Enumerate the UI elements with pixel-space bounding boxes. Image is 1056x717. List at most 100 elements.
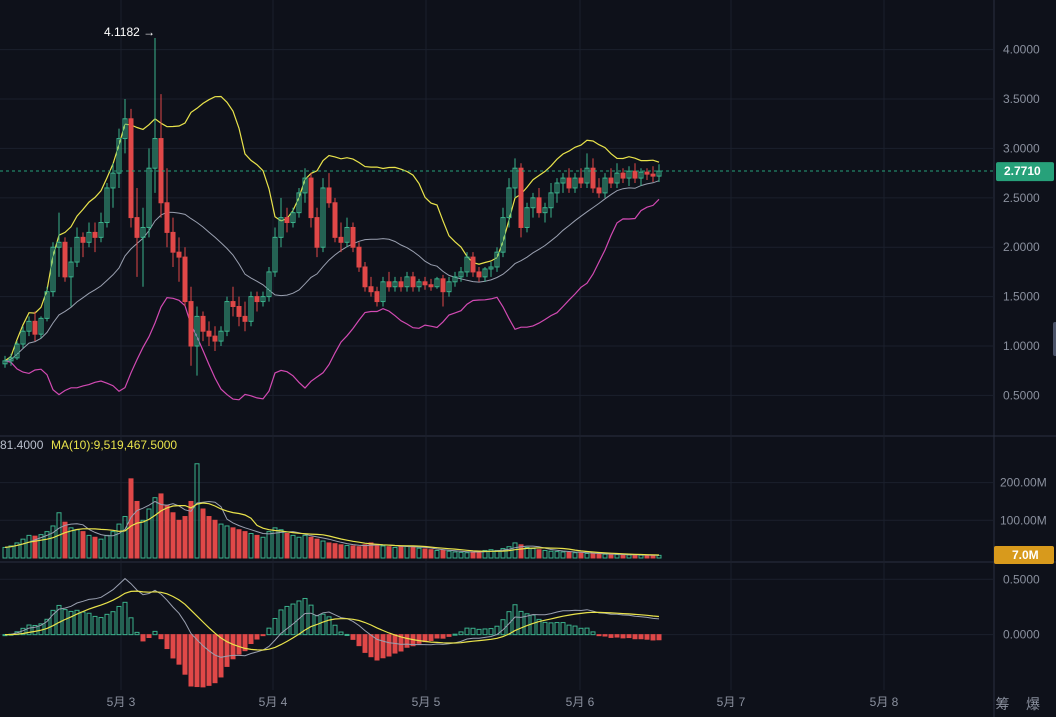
candle-body: [128, 118, 134, 219]
macd-histogram-bar: [542, 621, 548, 636]
candle-body: [446, 281, 452, 293]
macd-histogram-bar: [242, 634, 248, 652]
last-volume-tag: 7.0M: [994, 546, 1054, 564]
candle: [158, 94, 164, 218]
volume-bar: [284, 533, 290, 559]
candle-body: [2, 360, 8, 365]
candle: [476, 266, 482, 282]
candle-body: [284, 217, 290, 224]
macd-histogram-bar: [602, 634, 608, 637]
volume-bar: [440, 549, 446, 559]
macd-histogram-bar: [638, 634, 644, 640]
candle-body: [332, 202, 338, 238]
volume-panel: [2, 463, 662, 559]
price-tick-label: 1.5000: [1003, 290, 1040, 304]
macd-histogram-bar: [170, 634, 176, 659]
volume-tick-label: 100.00M: [1000, 513, 1047, 527]
candle-body: [206, 330, 212, 337]
candle-body: [14, 343, 20, 359]
candle: [188, 286, 194, 366]
volume-bar: [92, 536, 98, 559]
candle: [446, 276, 452, 297]
macd-panel: [2, 577, 662, 688]
candle-body: [518, 167, 524, 228]
macd-histogram-bar: [344, 633, 350, 636]
volume-bar: [26, 534, 32, 559]
candle-body: [452, 276, 458, 283]
macd-tick-label: 0.0000: [1003, 628, 1040, 642]
candle-body: [512, 167, 518, 189]
macd-histogram-bar: [434, 634, 440, 639]
volume-bar: [338, 544, 344, 559]
macd-histogram-bar: [572, 625, 578, 636]
macd-histogram-bar: [386, 634, 392, 657]
macd-histogram-bar: [632, 634, 638, 640]
candle: [572, 173, 578, 193]
candle: [638, 168, 644, 186]
candle: [212, 326, 218, 351]
volume-bar: [584, 552, 590, 559]
volume-bar: [50, 525, 56, 559]
candle-body: [26, 320, 32, 332]
x-tick-label: 5月 7: [717, 695, 746, 709]
candle: [8, 353, 14, 366]
candle-body: [542, 207, 548, 214]
candle-body: [566, 177, 572, 189]
volume-bar: [626, 554, 632, 559]
candle-body: [602, 177, 608, 194]
volume-bar: [248, 533, 254, 559]
candle-body: [272, 236, 278, 273]
macd-histogram-bar: [98, 617, 104, 636]
volume-bar: [2, 546, 8, 559]
candle: [98, 212, 104, 243]
macd-histogram-bar: [116, 605, 122, 636]
candle: [56, 212, 62, 277]
candle: [536, 187, 542, 218]
candle: [314, 207, 320, 258]
candle: [80, 232, 86, 258]
macd-histogram-bar: [488, 628, 494, 636]
candle-body: [476, 271, 482, 278]
candle: [608, 168, 614, 188]
candle: [44, 286, 50, 322]
macd-histogram-bar: [338, 631, 344, 636]
volume-bar: [644, 554, 650, 559]
volume-bar: [314, 538, 320, 559]
candle-body: [182, 256, 188, 303]
candle-body: [68, 261, 74, 278]
last-volume-label: 7.0M: [1012, 548, 1039, 562]
volume-bar: [524, 546, 530, 559]
macd-histogram-bar: [530, 614, 536, 636]
candle-body: [338, 236, 344, 243]
x-tick-label: 5月 3: [107, 695, 136, 709]
macd-histogram-bar: [230, 634, 236, 660]
macd-histogram-bar: [218, 634, 224, 678]
candle-body: [524, 207, 530, 228]
macd-histogram-bar: [308, 604, 314, 636]
volume-bar: [344, 545, 350, 559]
price-tick-label: 2.0000: [1003, 240, 1040, 254]
macd-histogram-bar: [248, 634, 254, 645]
candle: [356, 242, 362, 272]
candle: [74, 227, 80, 267]
volume-bar: [272, 527, 278, 559]
macd-histogram-bar: [302, 597, 308, 636]
candle-body: [392, 281, 398, 288]
boll-mid-line: [4, 180, 660, 362]
volume-tick-label: 200.00M: [1000, 476, 1047, 490]
macd-histogram-bar: [362, 634, 368, 653]
candle: [104, 183, 110, 228]
candle-body: [290, 212, 296, 224]
candle-body: [236, 306, 242, 317]
volume-bar: [554, 551, 560, 559]
candle: [326, 173, 332, 208]
candle: [416, 278, 422, 292]
candle-body: [242, 315, 248, 322]
x-tick-label: 5月 6: [566, 695, 595, 709]
candle: [194, 306, 200, 376]
candle-body: [320, 187, 326, 248]
candle-body: [62, 241, 68, 278]
side-panel-handle[interactable]: [1053, 322, 1056, 356]
